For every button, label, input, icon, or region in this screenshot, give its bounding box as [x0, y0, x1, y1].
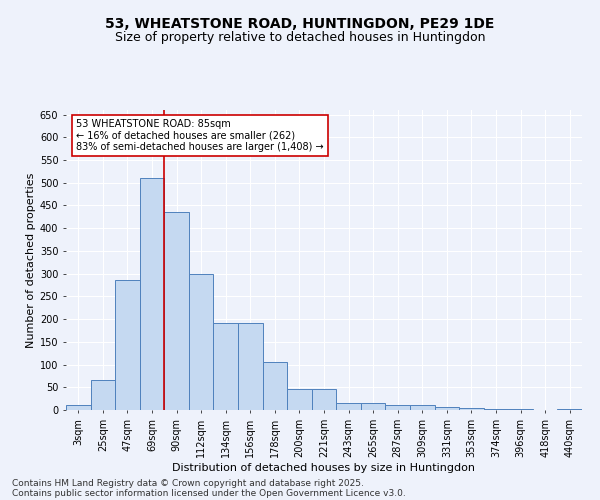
Bar [312, 389, 336, 410]
Text: Contains public sector information licensed under the Open Government Licence v3: Contains public sector information licen… [12, 488, 406, 498]
Bar [238, 322, 263, 410]
Bar [484, 409, 508, 410]
Bar [361, 403, 385, 410]
Y-axis label: Number of detached properties: Number of detached properties [26, 172, 35, 348]
X-axis label: Distribution of detached houses by size in Huntingdon: Distribution of detached houses by size … [173, 462, 476, 472]
Bar [336, 403, 361, 410]
Text: 53, WHEATSTONE ROAD, HUNTINGDON, PE29 1DE: 53, WHEATSTONE ROAD, HUNTINGDON, PE29 1D… [106, 18, 494, 32]
Bar [459, 408, 484, 410]
Bar [287, 389, 312, 410]
Bar [140, 178, 164, 410]
Bar [66, 406, 91, 410]
Bar [91, 380, 115, 410]
Bar [508, 409, 533, 410]
Bar [557, 409, 582, 410]
Text: Size of property relative to detached houses in Huntingdon: Size of property relative to detached ho… [115, 31, 485, 44]
Bar [434, 407, 459, 410]
Bar [189, 274, 214, 410]
Bar [385, 406, 410, 410]
Bar [214, 322, 238, 410]
Text: Contains HM Land Registry data © Crown copyright and database right 2025.: Contains HM Land Registry data © Crown c… [12, 478, 364, 488]
Bar [410, 406, 434, 410]
Bar [164, 212, 189, 410]
Bar [263, 362, 287, 410]
Text: 53 WHEATSTONE ROAD: 85sqm
← 16% of detached houses are smaller (262)
83% of semi: 53 WHEATSTONE ROAD: 85sqm ← 16% of detac… [76, 119, 324, 152]
Bar [115, 280, 140, 410]
